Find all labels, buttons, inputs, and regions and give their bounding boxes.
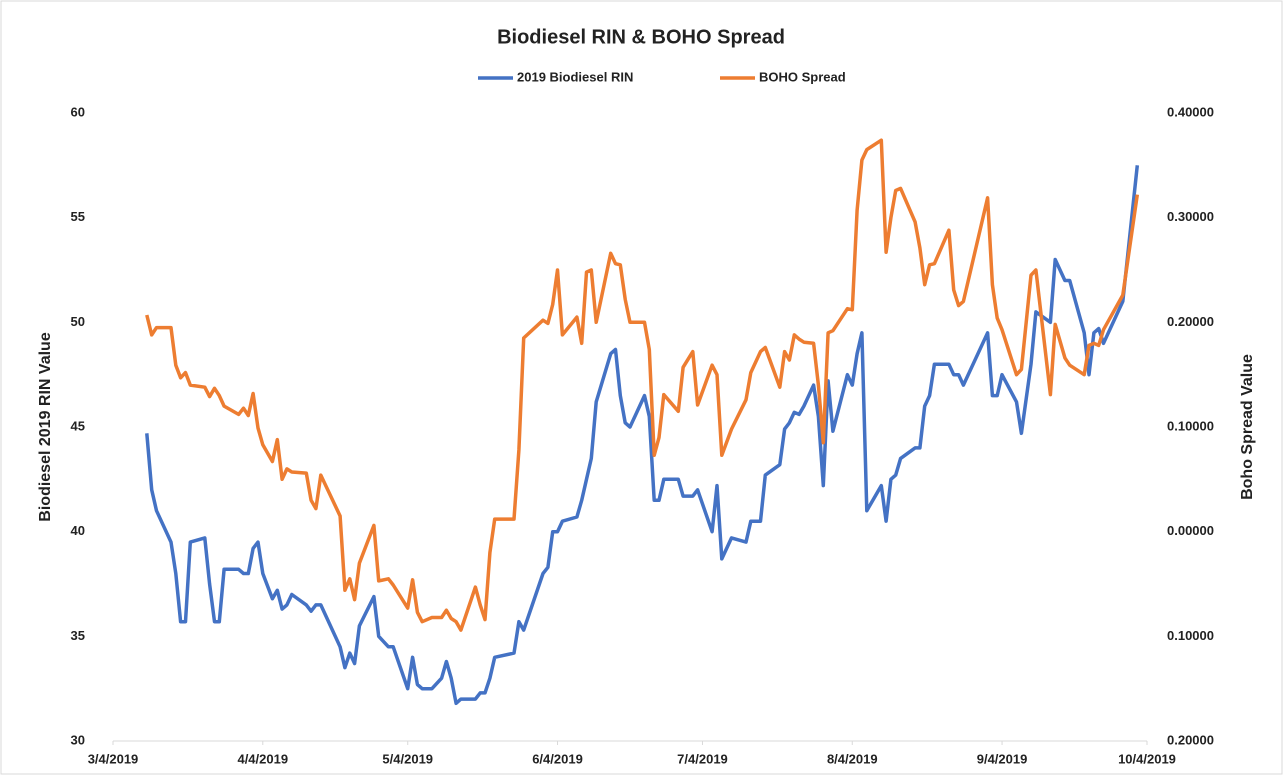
y2-tick-label: 0.20000 <box>1167 314 1214 329</box>
y-tick-label: 60 <box>71 104 85 119</box>
y-tick-label: 45 <box>71 418 85 433</box>
legend-label: BOHO Spread <box>759 69 846 84</box>
x-tick-label: 7/4/2019 <box>677 751 728 766</box>
y-axis-label: Biodiesel 2019 RIN Value <box>37 332 54 522</box>
x-tick-label: 5/4/2019 <box>382 751 433 766</box>
y2-tick-label: 0.20000 <box>1167 732 1214 747</box>
y2-tick-label: 0.10000 <box>1167 628 1214 643</box>
y2-tick-label: 0.30000 <box>1167 209 1214 224</box>
y2-tick-label: 0.10000 <box>1167 418 1214 433</box>
y-tick-label: 55 <box>71 209 85 224</box>
y2-axis-label: Boho Spread Value <box>1239 354 1256 500</box>
y-tick-label: 35 <box>71 628 85 643</box>
x-tick-label: 9/4/2019 <box>977 751 1028 766</box>
x-tick-label: 8/4/2019 <box>827 751 878 766</box>
series-line <box>145 138 1140 632</box>
y2-tick-label: 0.40000 <box>1167 104 1214 119</box>
x-tick-label: 4/4/2019 <box>237 751 288 766</box>
legend-label: 2019 Biodiesel RIN <box>517 69 633 84</box>
x-tick-label: 3/4/2019 <box>88 751 139 766</box>
series-line <box>145 165 1140 706</box>
chart-title: Biodiesel RIN & BOHO Spread <box>497 26 785 48</box>
y2-tick-label: 0.00000 <box>1167 523 1214 538</box>
y-tick-label: 50 <box>71 314 85 329</box>
x-tick-label: 10/4/2019 <box>1118 751 1176 766</box>
x-tick-label: 6/4/2019 <box>532 751 583 766</box>
y-tick-label: 30 <box>71 732 85 747</box>
y-tick-label: 40 <box>71 523 85 538</box>
